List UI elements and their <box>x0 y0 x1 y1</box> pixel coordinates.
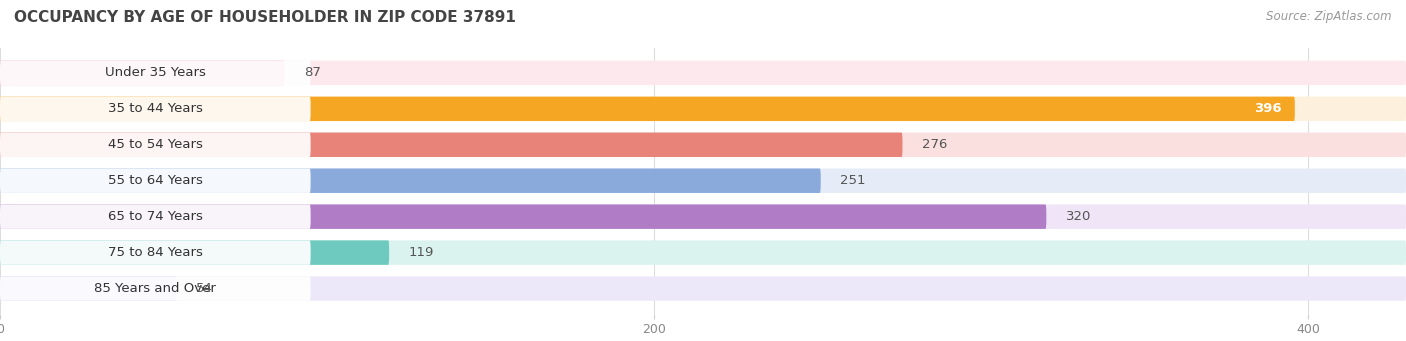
FancyBboxPatch shape <box>0 276 311 301</box>
FancyBboxPatch shape <box>0 61 311 85</box>
FancyBboxPatch shape <box>0 97 1295 121</box>
Text: 35 to 44 Years: 35 to 44 Years <box>108 102 202 115</box>
Text: 65 to 74 Years: 65 to 74 Years <box>108 210 202 223</box>
FancyBboxPatch shape <box>0 133 1406 157</box>
FancyBboxPatch shape <box>0 240 389 265</box>
FancyBboxPatch shape <box>0 240 311 265</box>
Text: 251: 251 <box>841 174 866 187</box>
Text: 396: 396 <box>1254 102 1282 115</box>
FancyBboxPatch shape <box>0 97 311 121</box>
FancyBboxPatch shape <box>0 133 903 157</box>
Text: 87: 87 <box>304 66 321 79</box>
FancyBboxPatch shape <box>0 97 1406 121</box>
Text: 320: 320 <box>1066 210 1091 223</box>
FancyBboxPatch shape <box>0 205 311 229</box>
FancyBboxPatch shape <box>0 168 821 193</box>
Text: 276: 276 <box>922 138 948 151</box>
FancyBboxPatch shape <box>0 168 1406 193</box>
FancyBboxPatch shape <box>0 240 1406 265</box>
Text: Source: ZipAtlas.com: Source: ZipAtlas.com <box>1267 10 1392 23</box>
FancyBboxPatch shape <box>0 276 177 301</box>
FancyBboxPatch shape <box>0 168 311 193</box>
Text: OCCUPANCY BY AGE OF HOUSEHOLDER IN ZIP CODE 37891: OCCUPANCY BY AGE OF HOUSEHOLDER IN ZIP C… <box>14 10 516 25</box>
FancyBboxPatch shape <box>0 276 1406 301</box>
FancyBboxPatch shape <box>0 133 311 157</box>
Text: Under 35 Years: Under 35 Years <box>105 66 205 79</box>
FancyBboxPatch shape <box>0 205 1046 229</box>
Text: 54: 54 <box>197 282 214 295</box>
Text: 45 to 54 Years: 45 to 54 Years <box>108 138 202 151</box>
Text: 75 to 84 Years: 75 to 84 Years <box>108 246 202 259</box>
FancyBboxPatch shape <box>0 61 1406 85</box>
Text: 55 to 64 Years: 55 to 64 Years <box>108 174 202 187</box>
Text: 85 Years and Over: 85 Years and Over <box>94 282 217 295</box>
FancyBboxPatch shape <box>0 205 1406 229</box>
Text: 119: 119 <box>409 246 434 259</box>
FancyBboxPatch shape <box>0 61 284 85</box>
